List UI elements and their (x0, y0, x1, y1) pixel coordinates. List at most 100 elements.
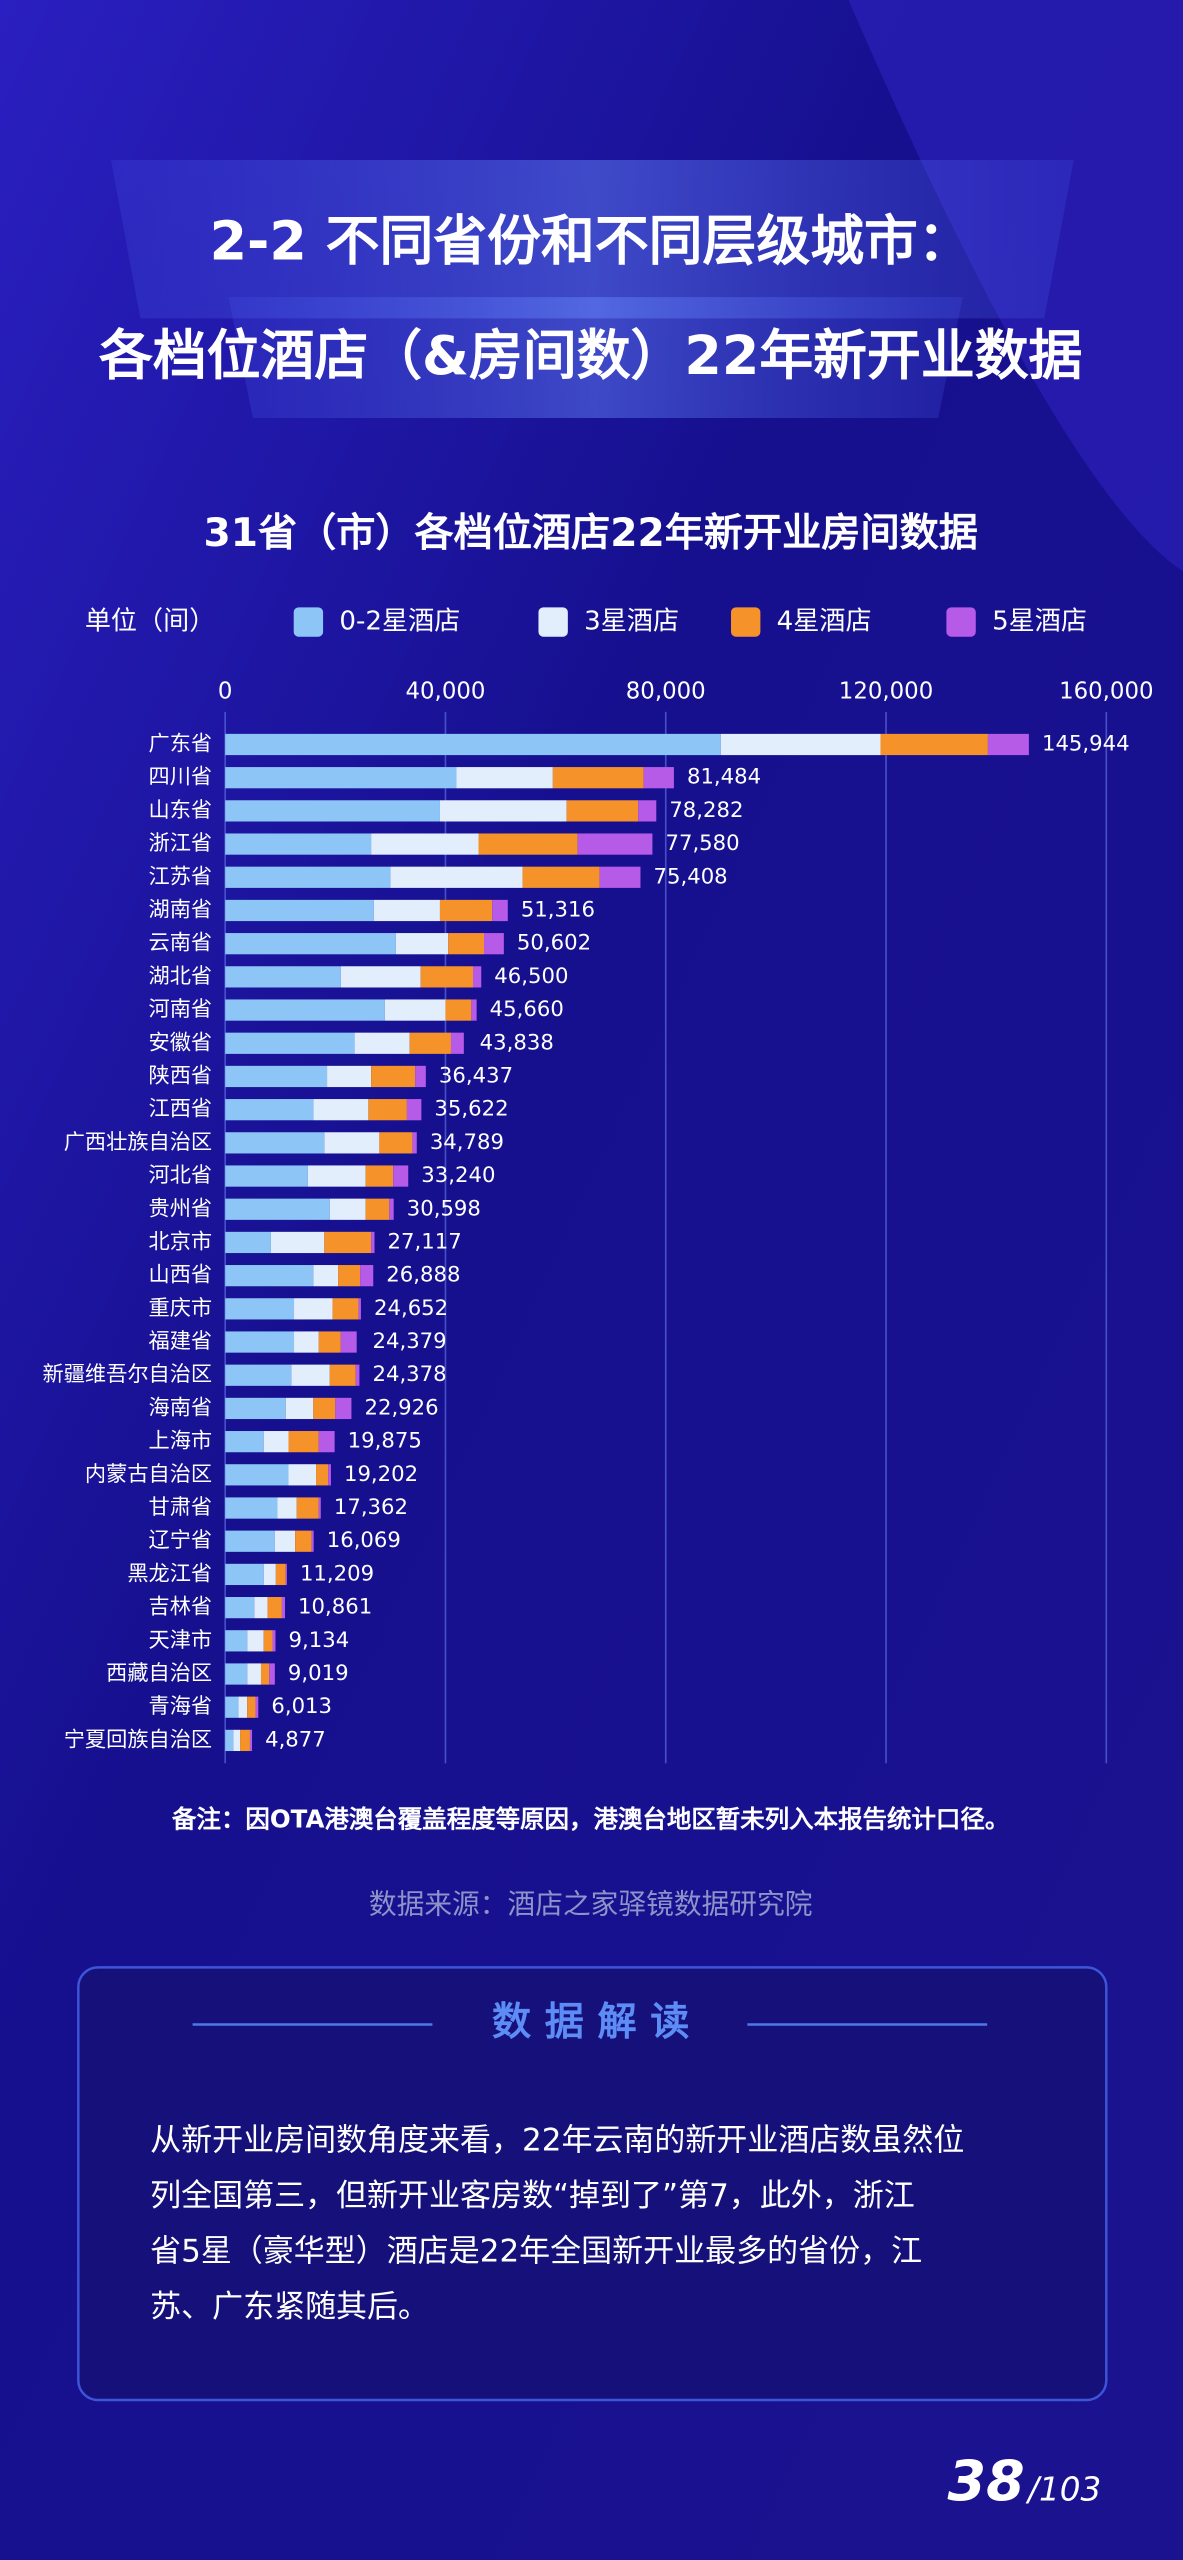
x-tick-label: 40,000 (406, 679, 486, 705)
bar-segment (373, 899, 440, 922)
y-tick-label: 湖南省 (149, 897, 213, 922)
legend-label: 5星酒店 (992, 607, 1087, 637)
total-label: 26,888 (386, 1263, 460, 1288)
bar-segment (225, 1032, 355, 1054)
bar-segment (389, 1198, 394, 1220)
bar-segment (329, 1364, 356, 1386)
page-total: /103 (1025, 2470, 1101, 2508)
bar-segment (263, 1630, 273, 1652)
bar-segment (294, 1298, 333, 1320)
total-label: 30,598 (407, 1196, 481, 1221)
y-tick-label: 陕西省 (149, 1063, 213, 1088)
bar-segment (249, 1729, 253, 1752)
bar-segment (478, 833, 578, 855)
insight-line: 列全国第三，但新开业客房数“掉到了”第7，此外，浙江 (150, 2178, 915, 2214)
bar-segment (340, 1331, 357, 1353)
total-label: 33,240 (421, 1163, 495, 1188)
bar-segment (225, 1497, 278, 1519)
title: 各档位酒店（&房间数）22年新开业数据 (99, 324, 1082, 387)
total-label: 81,484 (687, 765, 761, 790)
bar-segment (225, 933, 396, 955)
insight-line: 苏、广东紧随其后。 (150, 2289, 429, 2325)
bar-segment (275, 1563, 286, 1586)
total-label: 77,580 (665, 831, 739, 856)
bar-segment (225, 1597, 255, 1619)
bar-segment (311, 1530, 314, 1552)
bar-segment (880, 733, 988, 756)
bar-segment (225, 767, 457, 789)
insight-line: 省5星（豪华型）酒店是22年全国新开业最多的省份，江 (150, 2234, 922, 2270)
legend-swatch (946, 607, 976, 637)
bar-segment (439, 899, 493, 922)
bar-segment (225, 1298, 295, 1320)
bar-segment (371, 1065, 416, 1088)
total-label: 19,875 (348, 1429, 422, 1454)
y-tick-label: 新疆维吾尔自治区 (43, 1362, 213, 1387)
bar-segment (329, 1198, 366, 1220)
y-tick-label: 江苏省 (149, 864, 213, 889)
bar-segment (316, 1464, 329, 1486)
y-tick-label: 辽宁省 (149, 1528, 213, 1553)
total-label: 36,437 (439, 1063, 513, 1088)
bar-segment (225, 966, 341, 988)
bar-segment (313, 1397, 336, 1420)
legend-label: 0-2星酒店 (339, 607, 460, 637)
page-number: 38 (948, 2449, 1025, 2514)
bar-segment (288, 1464, 317, 1486)
y-tick-label: 海南省 (149, 1395, 213, 1420)
total-label: 78,282 (669, 798, 743, 823)
bar-segment (260, 1663, 270, 1685)
bar-segment (318, 1331, 341, 1353)
y-tick-label: 四川省 (149, 765, 213, 790)
total-label: 9,019 (288, 1661, 349, 1686)
bar-segment (225, 1464, 289, 1486)
bar-segment (225, 1132, 325, 1154)
bar-segment (225, 1265, 314, 1287)
bar-segment (225, 999, 385, 1021)
y-tick-label: 湖北省 (149, 964, 213, 989)
source: 数据来源：酒店之家驿镜数据研究院 (369, 1887, 813, 1920)
bar-segment (324, 1231, 372, 1254)
bar-segment (484, 933, 504, 955)
bar-segment (552, 767, 644, 789)
bar-segment (365, 1165, 394, 1187)
bar-segment (225, 1563, 264, 1586)
bar-segment (285, 1563, 287, 1586)
bar-segment (313, 1265, 339, 1287)
bar-segment (233, 1729, 241, 1752)
bar-segment (365, 1198, 390, 1220)
bar-segment (599, 866, 641, 888)
bar-segment (225, 1065, 328, 1088)
bar-segment (225, 866, 391, 888)
total-label: 35,622 (434, 1097, 508, 1122)
total-label: 75,408 (654, 864, 728, 889)
legend-swatch (731, 607, 761, 637)
bar-segment (291, 1364, 330, 1386)
bar-segment (327, 1065, 372, 1088)
bar-segment (335, 1397, 352, 1420)
total-label: 6,013 (271, 1694, 332, 1719)
bar-segment (307, 1165, 366, 1187)
bar-segment (254, 1597, 268, 1619)
total-label: 24,652 (374, 1296, 448, 1321)
bar-segment (566, 800, 639, 822)
bar-segment (238, 1696, 248, 1718)
chart-title: 31省（市）各档位酒店22年新开业房间数据 (203, 511, 977, 556)
bar-segment (439, 800, 567, 822)
y-tick-label: 黑龙江省 (127, 1561, 212, 1586)
total-label: 46,500 (494, 964, 568, 989)
y-tick-label: 河北省 (149, 1163, 213, 1188)
bar-segment (384, 999, 446, 1021)
total-label: 50,602 (517, 931, 591, 956)
bar-segment (360, 1265, 374, 1287)
insight-line: 从新开业房间数角度来看，22年云南的新开业酒店数虽然位 (150, 2123, 964, 2159)
bar-segment (277, 1497, 297, 1519)
title: 2-2 不同省份和不同层级城市： (210, 210, 972, 273)
bar-segment (225, 1165, 308, 1187)
y-tick-label: 福建省 (149, 1329, 213, 1354)
bar-segment (267, 1597, 282, 1619)
bar-segment (445, 999, 472, 1021)
bar-segment (225, 1729, 234, 1752)
